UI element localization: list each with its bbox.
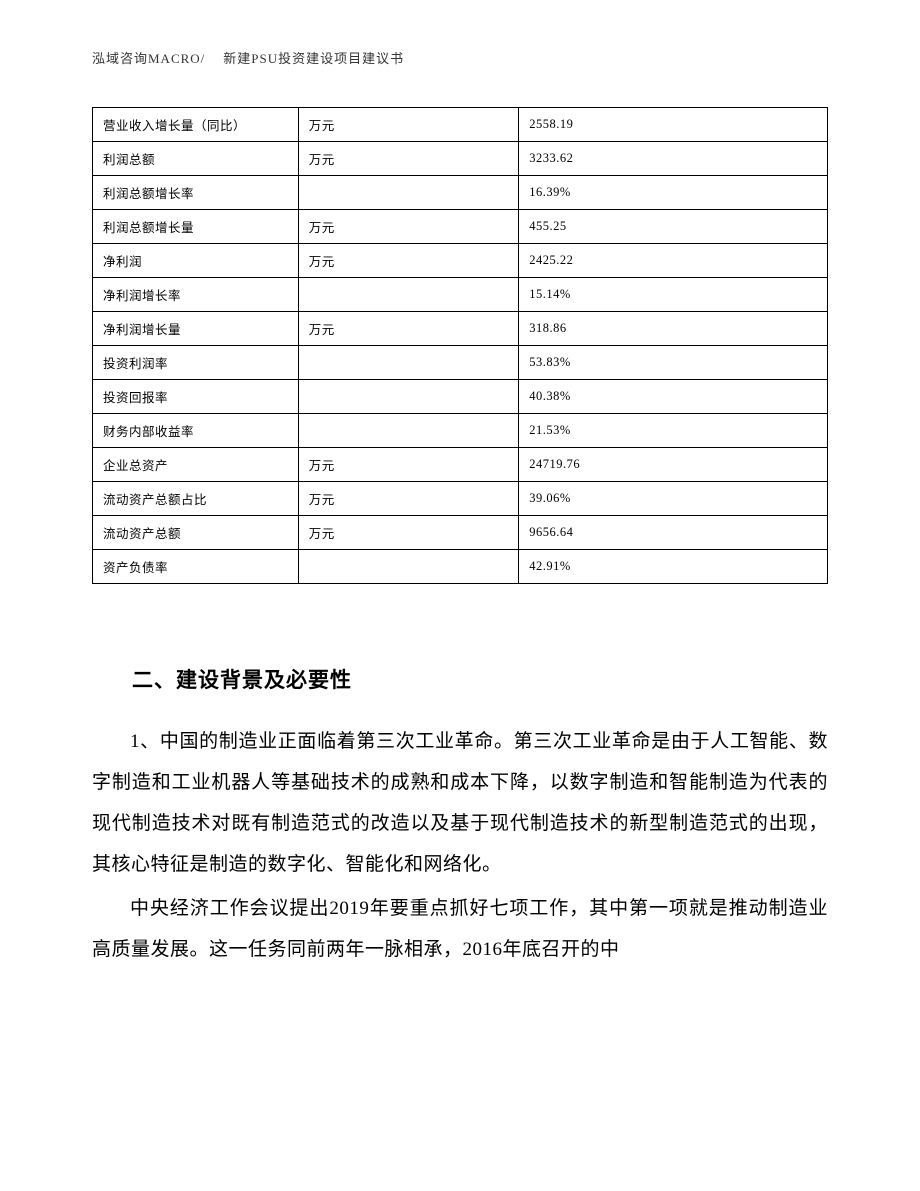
table-cell: 万元 xyxy=(298,244,519,278)
table-cell: 9656.64 xyxy=(519,516,828,550)
table-cell xyxy=(298,550,519,584)
table-row: 利润总额增长率 16.39% xyxy=(93,176,828,210)
table-cell: 53.83% xyxy=(519,346,828,380)
table-row: 投资利润率 53.83% xyxy=(93,346,828,380)
table-cell: 455.25 xyxy=(519,210,828,244)
table-cell: 万元 xyxy=(298,516,519,550)
table-cell xyxy=(298,346,519,380)
header-company: 泓域咨询MACRO/ xyxy=(92,51,205,66)
table-cell: 万元 xyxy=(298,108,519,142)
table-cell: 财务内部收益率 xyxy=(93,414,299,448)
table-cell xyxy=(298,176,519,210)
table-cell: 3233.62 xyxy=(519,142,828,176)
table-row: 净利润 万元 2425.22 xyxy=(93,244,828,278)
table-row: 利润总额 万元 3233.62 xyxy=(93,142,828,176)
table-cell: 流动资产总额 xyxy=(93,516,299,550)
section-heading: 二、建设背景及必要性 xyxy=(132,664,828,694)
table-row: 资产负债率 42.91% xyxy=(93,550,828,584)
table-cell: 39.06% xyxy=(519,482,828,516)
table-cell: 2425.22 xyxy=(519,244,828,278)
table-cell xyxy=(298,414,519,448)
table-cell: 21.53% xyxy=(519,414,828,448)
table-row: 利润总额增长量 万元 455.25 xyxy=(93,210,828,244)
table-cell: 流动资产总额占比 xyxy=(93,482,299,516)
table-row: 流动资产总额 万元 9656.64 xyxy=(93,516,828,550)
table-row: 财务内部收益率 21.53% xyxy=(93,414,828,448)
table-row: 投资回报率 40.38% xyxy=(93,380,828,414)
table-cell: 资产负债率 xyxy=(93,550,299,584)
table-cell: 万元 xyxy=(298,210,519,244)
body-paragraph: 1、中国的制造业正面临着第三次工业革命。第三次工业革命是由于人工智能、数字制造和… xyxy=(92,722,828,885)
table-cell: 营业收入增长量（同比） xyxy=(93,108,299,142)
table-cell xyxy=(298,278,519,312)
table-cell: 净利润增长率 xyxy=(93,278,299,312)
table-cell: 15.14% xyxy=(519,278,828,312)
table-cell: 40.38% xyxy=(519,380,828,414)
page-header: 泓域咨询MACRO/新建PSU投资建设项目建议书 xyxy=(92,48,828,67)
table-cell: 万元 xyxy=(298,482,519,516)
table-cell: 投资利润率 xyxy=(93,346,299,380)
table-cell: 42.91% xyxy=(519,550,828,584)
table-row: 净利润增长量 万元 318.86 xyxy=(93,312,828,346)
body-paragraph: 中央经济工作会议提出2019年要重点抓好七项工作，其中第一项就是推动制造业高质量… xyxy=(92,889,828,971)
financial-table: 营业收入增长量（同比） 万元 2558.19 利润总额 万元 3233.62 利… xyxy=(92,107,828,584)
table-cell: 16.39% xyxy=(519,176,828,210)
table-body: 营业收入增长量（同比） 万元 2558.19 利润总额 万元 3233.62 利… xyxy=(93,108,828,584)
table-cell: 利润总额 xyxy=(93,142,299,176)
table-row: 流动资产总额占比 万元 39.06% xyxy=(93,482,828,516)
table-cell: 投资回报率 xyxy=(93,380,299,414)
table-cell: 万元 xyxy=(298,448,519,482)
table-cell xyxy=(298,380,519,414)
table-cell: 万元 xyxy=(298,142,519,176)
table-cell: 净利润 xyxy=(93,244,299,278)
table-cell: 利润总额增长率 xyxy=(93,176,299,210)
table-row: 净利润增长率 15.14% xyxy=(93,278,828,312)
table-cell: 万元 xyxy=(298,312,519,346)
table-row: 企业总资产 万元 24719.76 xyxy=(93,448,828,482)
table-row: 营业收入增长量（同比） 万元 2558.19 xyxy=(93,108,828,142)
table-cell: 318.86 xyxy=(519,312,828,346)
table-cell: 2558.19 xyxy=(519,108,828,142)
table-cell: 企业总资产 xyxy=(93,448,299,482)
table-cell: 24719.76 xyxy=(519,448,828,482)
table-cell: 利润总额增长量 xyxy=(93,210,299,244)
header-title: 新建PSU投资建设项目建议书 xyxy=(223,51,404,66)
table-cell: 净利润增长量 xyxy=(93,312,299,346)
